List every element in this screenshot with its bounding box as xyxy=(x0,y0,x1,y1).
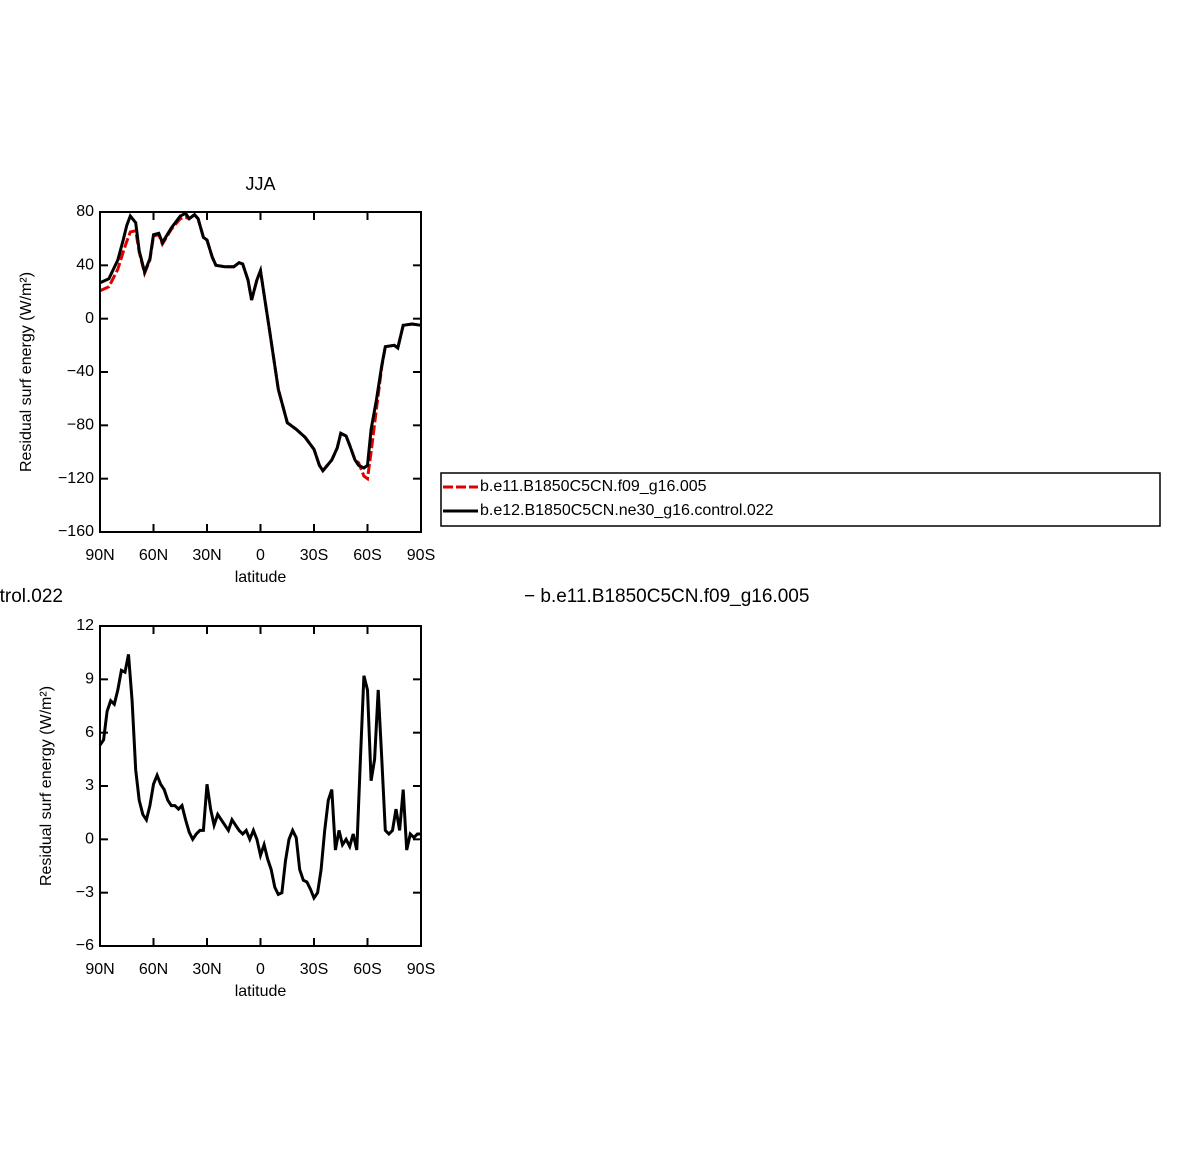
y-tick-label: 6 xyxy=(85,724,94,741)
x-tick-label: 60N xyxy=(139,961,168,978)
legend-box xyxy=(440,472,1161,527)
y-tick-label: −40 xyxy=(67,363,94,380)
x-tick-label: 90N xyxy=(85,547,114,564)
x-tick-label: 0 xyxy=(256,961,265,978)
legend-label: b.e11.B1850C5CN.f09_g16.005 xyxy=(480,478,707,495)
x-tick-label: 60S xyxy=(353,961,381,978)
x-tick-label: 60S xyxy=(353,547,381,564)
x-axis-label: latitude xyxy=(235,569,287,586)
line xyxy=(99,211,422,474)
y-axis-label: Residual surf energy (W/m²) xyxy=(38,686,55,886)
x-tick-label: 0 xyxy=(256,547,265,564)
y-tick-label: 0 xyxy=(85,831,94,848)
x-tick-label: 90N xyxy=(85,961,114,978)
chart-title: − b.e11.B1850C5CN.f09_g16.005 xyxy=(524,586,809,607)
y-tick-label: −80 xyxy=(67,417,94,434)
y-tick-label: 3 xyxy=(85,777,94,794)
y-tick-label: 9 xyxy=(85,671,94,688)
x-tick-label: 30S xyxy=(300,547,328,564)
chart-title: JJA xyxy=(245,174,275,194)
y-tick-label: 40 xyxy=(76,257,94,274)
x-tick-label: 30S xyxy=(300,961,328,978)
y-tick-label: −6 xyxy=(76,937,94,954)
y-tick-label: 12 xyxy=(76,617,94,634)
plot-frame xyxy=(99,625,422,947)
legend-label: b.e12.B1850C5CN.ne30_g16.control.022 xyxy=(480,502,774,519)
y-tick-label: 0 xyxy=(85,310,94,327)
x-tick-label: 90S xyxy=(407,547,435,564)
plot-frame xyxy=(99,211,422,533)
y-tick-label: −120 xyxy=(58,470,94,487)
y-axis-label: Residual surf energy (W/m²) xyxy=(18,272,35,472)
y-tick-label: 80 xyxy=(76,203,94,220)
y-tick-label: −3 xyxy=(76,884,94,901)
x-tick-label: 30N xyxy=(192,547,221,564)
line xyxy=(98,654,421,902)
x-tick-label: 30N xyxy=(192,961,221,978)
line xyxy=(99,212,422,482)
x-tick-label: 60N xyxy=(139,547,168,564)
y-tick-label: −160 xyxy=(58,523,94,540)
x-tick-label: 90S xyxy=(407,961,435,978)
chart-title: b.e12.B1850C5CN.ne30_g16.control.022 xyxy=(0,586,63,607)
x-axis-label: latitude xyxy=(235,983,287,1000)
